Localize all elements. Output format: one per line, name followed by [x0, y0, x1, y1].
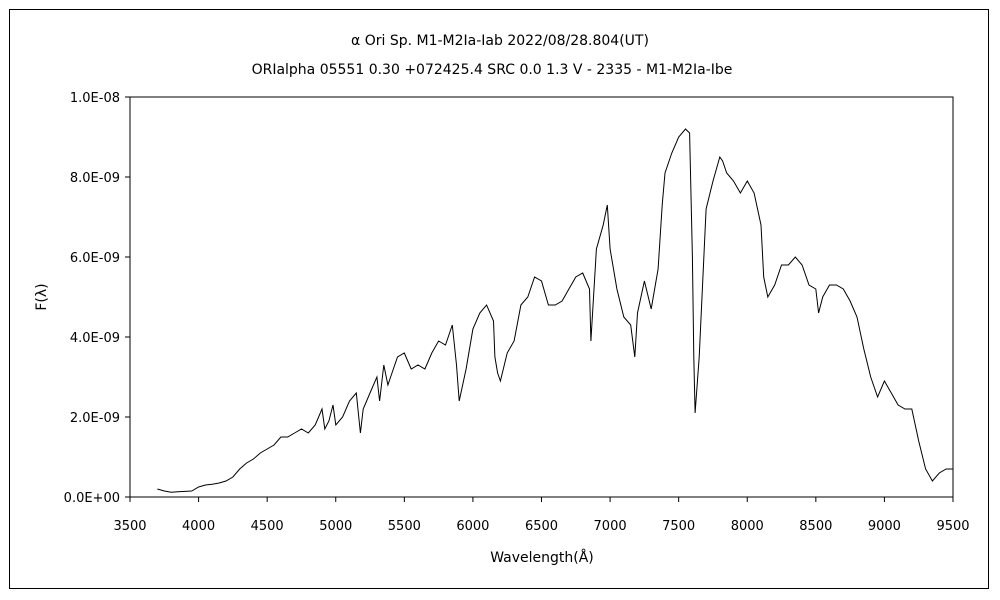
x-tick-label: 9500 — [936, 519, 969, 534]
y-tick-label: 8.0E-09 — [70, 171, 120, 186]
chart-subtitle: ORIalpha 05551 0.30 +072425.4 SRC 0.0 1.… — [252, 62, 733, 78]
chart-title: α Ori Sp. M1-M2Ia-Iab 2022/08/28.804(UT) — [351, 33, 649, 49]
y-tick-label: 0.0E+00 — [64, 491, 120, 506]
y-axis-label: F(λ) — [34, 283, 50, 310]
y-tick-label: 2.0E-09 — [70, 411, 120, 426]
x-tick-label: 7500 — [662, 519, 695, 534]
x-tick-label: 5000 — [319, 519, 352, 534]
y-tick-label: 4.0E-09 — [70, 331, 120, 346]
x-tick-label: 6500 — [525, 519, 558, 534]
spectrum-line — [157, 128, 953, 493]
x-tick-label: 3500 — [113, 519, 146, 534]
x-tick-label: 8500 — [799, 519, 832, 534]
x-axis: 3500 4000 4500 5000 5500 6000 6500 7000 7500 8000… — [113, 497, 970, 534]
plot-area — [129, 96, 954, 498]
y-axis: 0.0E+00 2.0E-09 4.0E-09 6.0E-09 8.0E-09 1.0E-… — [64, 91, 130, 506]
x-axis-label: Wavelength(Å) — [490, 549, 594, 566]
x-tick-label: 4000 — [182, 519, 215, 534]
x-tick-label: 8000 — [731, 519, 764, 534]
x-tick-label: 7000 — [594, 519, 627, 534]
y-tick-label: 1.0E-08 — [70, 91, 120, 106]
x-tick-label: 4500 — [251, 519, 284, 534]
x-tick-label: 9000 — [868, 519, 901, 534]
y-tick-label: 6.0E-09 — [70, 251, 120, 266]
chart-frame — [9, 9, 989, 589]
x-tick-label: 5500 — [388, 519, 421, 534]
x-tick-label: 6000 — [456, 519, 489, 534]
